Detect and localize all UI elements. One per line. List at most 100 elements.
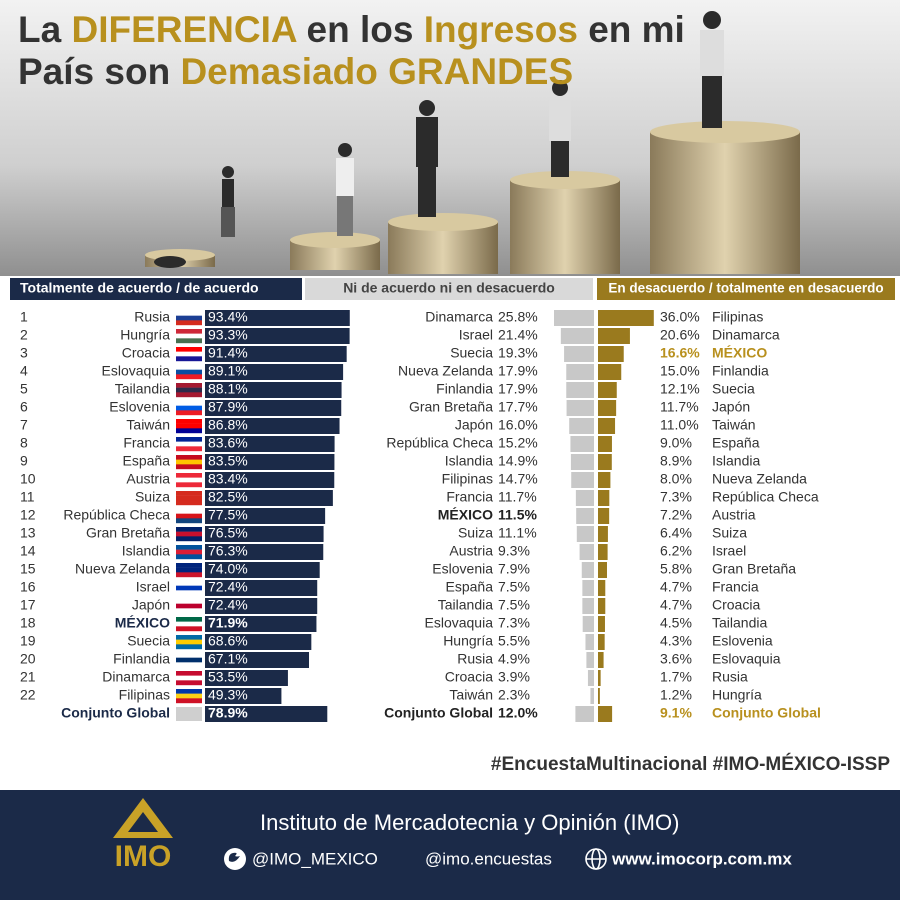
total-value-label: 78.9% bbox=[208, 705, 248, 721]
flag-stripe bbox=[176, 590, 202, 596]
total-value-label: 12.0% bbox=[498, 705, 538, 721]
flag-stripe bbox=[176, 509, 202, 514]
bar bbox=[598, 634, 605, 650]
twitter-handle[interactable]: @IMO_MEXICO bbox=[252, 849, 378, 868]
value-label: 72.4% bbox=[208, 579, 248, 595]
title-segment: en los bbox=[296, 9, 423, 50]
country: Suecia bbox=[450, 345, 493, 361]
value-label: 16.0% bbox=[498, 417, 538, 433]
value-label: 49.3% bbox=[208, 687, 248, 703]
value-label: 7.3% bbox=[660, 489, 692, 505]
country: Nueva Zelanda bbox=[712, 471, 807, 487]
value-label: 17.9% bbox=[498, 363, 538, 379]
value-label: 72.4% bbox=[208, 597, 248, 613]
value-label: 3.9% bbox=[498, 669, 530, 685]
bar bbox=[598, 400, 617, 416]
country: Taiwán bbox=[126, 417, 170, 433]
flag-stripe bbox=[176, 585, 202, 591]
country: Eslovaquia bbox=[102, 363, 171, 379]
flag-stripe bbox=[176, 581, 202, 586]
flag-stripe bbox=[176, 608, 202, 614]
value-label: 4.9% bbox=[498, 651, 530, 667]
bar bbox=[598, 328, 630, 344]
total-value-label: 9.1% bbox=[660, 705, 692, 721]
flag-stripe bbox=[176, 338, 202, 344]
bar bbox=[205, 688, 282, 704]
value-label: 8.0% bbox=[660, 471, 692, 487]
title-line: La DIFERENCIA en los Ingresos en mi bbox=[18, 9, 685, 50]
bar bbox=[598, 544, 608, 560]
flag-stripe bbox=[176, 374, 202, 380]
title-segment: La bbox=[18, 9, 71, 50]
bar bbox=[598, 454, 612, 470]
country: Hungría bbox=[443, 633, 493, 649]
bar bbox=[598, 382, 617, 398]
flag-stripe bbox=[176, 675, 202, 681]
country: Nueva Zelanda bbox=[398, 363, 493, 379]
value-label: 5.5% bbox=[498, 633, 530, 649]
bar bbox=[205, 562, 320, 578]
bar bbox=[205, 346, 347, 362]
flag-stripe bbox=[176, 500, 202, 506]
bar bbox=[566, 382, 594, 398]
bar bbox=[598, 598, 606, 614]
country: MÉXICO bbox=[115, 615, 170, 631]
country: Rusia bbox=[712, 669, 748, 685]
value-label: 6.2% bbox=[660, 543, 692, 559]
value-label: 9.0% bbox=[660, 435, 692, 451]
flag-stripe bbox=[176, 653, 202, 658]
value-label: 76.3% bbox=[208, 543, 248, 559]
flag-stripe bbox=[176, 387, 202, 393]
country: España bbox=[123, 453, 171, 469]
rank: 21 bbox=[20, 669, 36, 685]
column-header bbox=[597, 278, 895, 300]
value-label: 16.6% bbox=[660, 345, 700, 361]
country: Taiwán bbox=[712, 417, 756, 433]
instagram-handle[interactable]: @imo.encuestas bbox=[425, 849, 552, 868]
value-label: 4.3% bbox=[660, 633, 692, 649]
flag-stripe bbox=[176, 347, 202, 352]
flag-stripe bbox=[176, 351, 202, 357]
website[interactable]: www.imocorp.com.mx bbox=[611, 849, 792, 868]
rank: 5 bbox=[20, 381, 28, 397]
bar bbox=[205, 598, 318, 614]
value-label: 3.6% bbox=[660, 651, 692, 667]
flag-stripe bbox=[176, 315, 202, 321]
country: Islandia bbox=[122, 543, 170, 559]
flag-stripe bbox=[176, 428, 202, 434]
bar bbox=[598, 436, 612, 452]
value-label: 77.5% bbox=[208, 507, 248, 523]
country: Francia bbox=[123, 435, 170, 451]
country: Suecia bbox=[127, 633, 170, 649]
flag-stripe bbox=[176, 311, 202, 316]
country: Rusia bbox=[457, 651, 493, 667]
country: Finlandia bbox=[712, 363, 769, 379]
column-header bbox=[10, 278, 302, 300]
value-label: 7.5% bbox=[498, 579, 530, 595]
flag-stripe bbox=[176, 549, 202, 555]
country: Eslovenia bbox=[712, 633, 773, 649]
total-bar bbox=[575, 706, 594, 722]
value-label: 11.5% bbox=[498, 507, 537, 523]
value-label: 68.6% bbox=[208, 633, 248, 649]
title-segment: País son bbox=[18, 51, 180, 92]
rank: 17 bbox=[20, 597, 36, 613]
bar bbox=[560, 328, 594, 344]
flag-stripe bbox=[176, 473, 202, 478]
value-label: 71.9% bbox=[208, 615, 248, 631]
bar bbox=[566, 364, 594, 380]
country: Gran Bretaña bbox=[409, 399, 493, 415]
bar bbox=[205, 634, 312, 650]
rank: 16 bbox=[20, 579, 36, 595]
value-label: 93.3% bbox=[208, 327, 248, 343]
column-header bbox=[305, 278, 593, 300]
country: Israel bbox=[712, 543, 746, 559]
value-label: 17.9% bbox=[498, 381, 538, 397]
bar bbox=[598, 562, 607, 578]
value-label: 86.8% bbox=[208, 417, 248, 433]
bar bbox=[205, 454, 335, 470]
bar bbox=[586, 652, 594, 668]
title-segment: Ingresos bbox=[424, 9, 578, 50]
country: Japón bbox=[712, 399, 750, 415]
